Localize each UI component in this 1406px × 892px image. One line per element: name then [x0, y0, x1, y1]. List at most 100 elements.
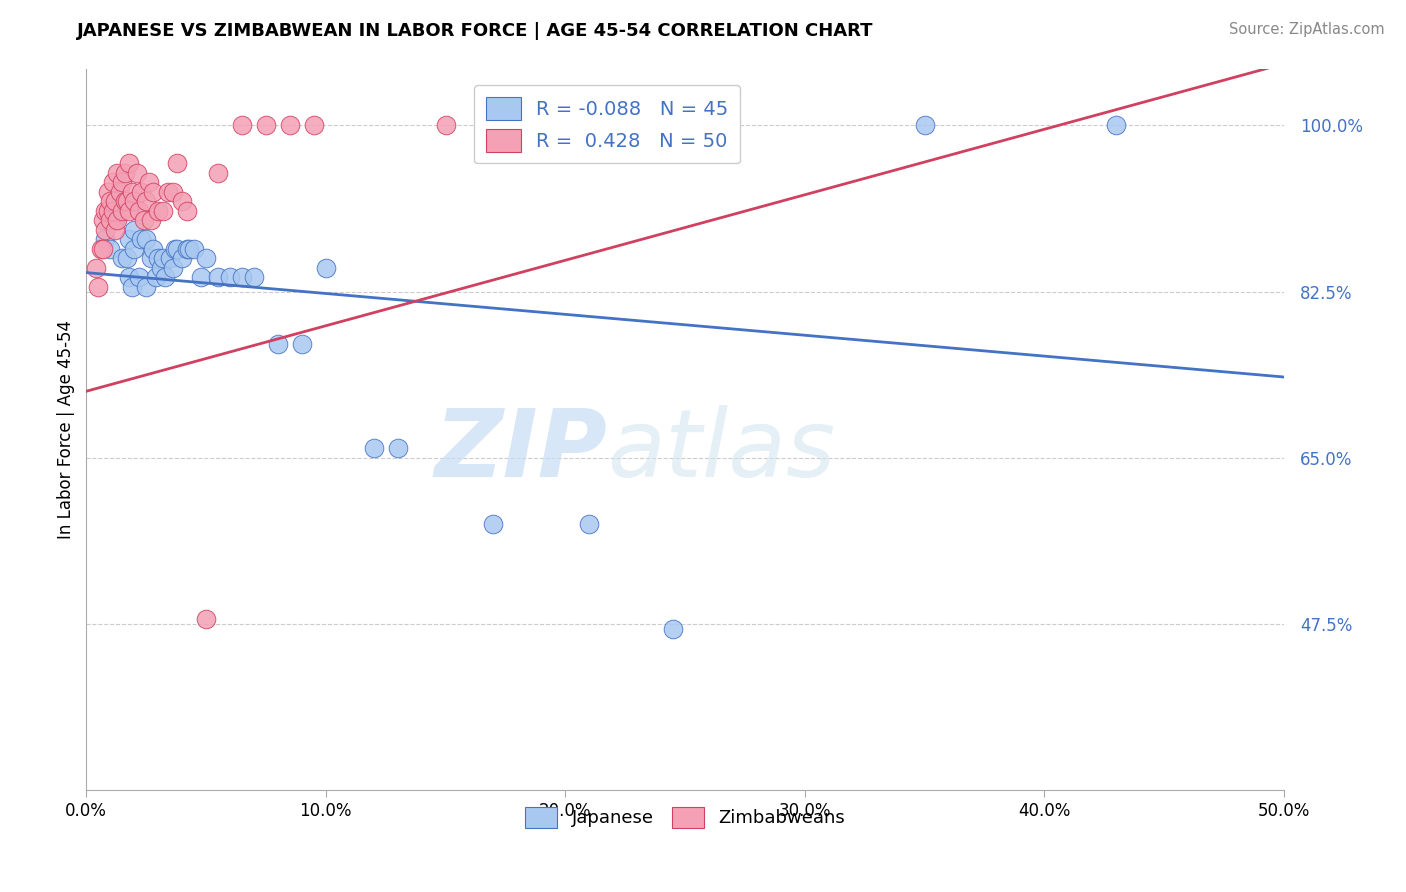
- Point: [231, 119, 253, 133]
- Point: [122, 194, 145, 209]
- Point: [84, 260, 107, 275]
- Point: [578, 517, 600, 532]
- Point: [101, 203, 124, 218]
- Point: [315, 260, 337, 275]
- Point: [231, 270, 253, 285]
- Point: [914, 119, 936, 133]
- Point: [152, 203, 174, 218]
- Point: [114, 194, 136, 209]
- Text: Source: ZipAtlas.com: Source: ZipAtlas.com: [1229, 22, 1385, 37]
- Point: [118, 203, 141, 218]
- Point: [135, 194, 157, 209]
- Point: [149, 260, 172, 275]
- Point: [662, 622, 685, 636]
- Point: [207, 166, 229, 180]
- Point: [146, 203, 169, 218]
- Point: [118, 156, 141, 170]
- Point: [146, 252, 169, 266]
- Point: [122, 223, 145, 237]
- Point: [132, 213, 155, 227]
- Point: [104, 213, 127, 227]
- Point: [139, 252, 162, 266]
- Point: [163, 242, 186, 256]
- Point: [111, 203, 134, 218]
- Point: [219, 270, 242, 285]
- Point: [104, 194, 127, 209]
- Point: [302, 119, 325, 133]
- Point: [135, 232, 157, 246]
- Point: [254, 119, 277, 133]
- Point: [98, 194, 121, 209]
- Point: [387, 441, 409, 455]
- Point: [172, 194, 194, 209]
- Point: [1105, 119, 1128, 133]
- Point: [98, 242, 121, 256]
- Point: [138, 176, 160, 190]
- Point: [482, 517, 505, 532]
- Point: [176, 242, 198, 256]
- Point: [155, 270, 177, 285]
- Point: [176, 203, 198, 218]
- Point: [195, 612, 218, 626]
- Point: [183, 242, 205, 256]
- Point: [115, 252, 138, 266]
- Point: [128, 270, 150, 285]
- Point: [179, 242, 201, 256]
- Point: [166, 156, 188, 170]
- Point: [142, 242, 165, 256]
- Y-axis label: In Labor Force | Age 45-54: In Labor Force | Age 45-54: [58, 319, 75, 539]
- Point: [121, 280, 143, 294]
- Point: [104, 223, 127, 237]
- Point: [152, 252, 174, 266]
- Point: [98, 213, 121, 227]
- Point: [128, 203, 150, 218]
- Point: [190, 270, 212, 285]
- Point: [111, 176, 134, 190]
- Point: [135, 280, 157, 294]
- Point: [94, 232, 117, 246]
- Point: [101, 176, 124, 190]
- Point: [434, 119, 457, 133]
- Point: [87, 280, 110, 294]
- Point: [291, 336, 314, 351]
- Point: [267, 336, 290, 351]
- Point: [172, 252, 194, 266]
- Point: [156, 185, 179, 199]
- Point: [122, 242, 145, 256]
- Point: [107, 166, 129, 180]
- Text: ZIP: ZIP: [434, 405, 607, 497]
- Point: [602, 119, 624, 133]
- Point: [142, 185, 165, 199]
- Point: [97, 203, 120, 218]
- Point: [108, 185, 131, 199]
- Point: [207, 270, 229, 285]
- Point: [131, 232, 153, 246]
- Point: [107, 213, 129, 227]
- Point: [363, 441, 385, 455]
- Point: [115, 194, 138, 209]
- Text: JAPANESE VS ZIMBABWEAN IN LABOR FORCE | AGE 45-54 CORRELATION CHART: JAPANESE VS ZIMBABWEAN IN LABOR FORCE | …: [77, 22, 875, 40]
- Point: [145, 270, 167, 285]
- Point: [94, 223, 117, 237]
- Point: [243, 270, 266, 285]
- Point: [125, 166, 148, 180]
- Point: [162, 185, 184, 199]
- Point: [159, 252, 181, 266]
- Point: [94, 203, 117, 218]
- Point: [118, 270, 141, 285]
- Point: [139, 213, 162, 227]
- Point: [121, 185, 143, 199]
- Point: [91, 213, 114, 227]
- Point: [162, 260, 184, 275]
- Legend: Japanese, Zimbabweans: Japanese, Zimbabweans: [517, 800, 852, 835]
- Point: [195, 252, 218, 266]
- Point: [97, 185, 120, 199]
- Point: [166, 242, 188, 256]
- Point: [131, 185, 153, 199]
- Text: atlas: atlas: [607, 405, 835, 496]
- Point: [90, 242, 112, 256]
- Point: [111, 252, 134, 266]
- Point: [118, 232, 141, 246]
- Point: [278, 119, 301, 133]
- Point: [114, 166, 136, 180]
